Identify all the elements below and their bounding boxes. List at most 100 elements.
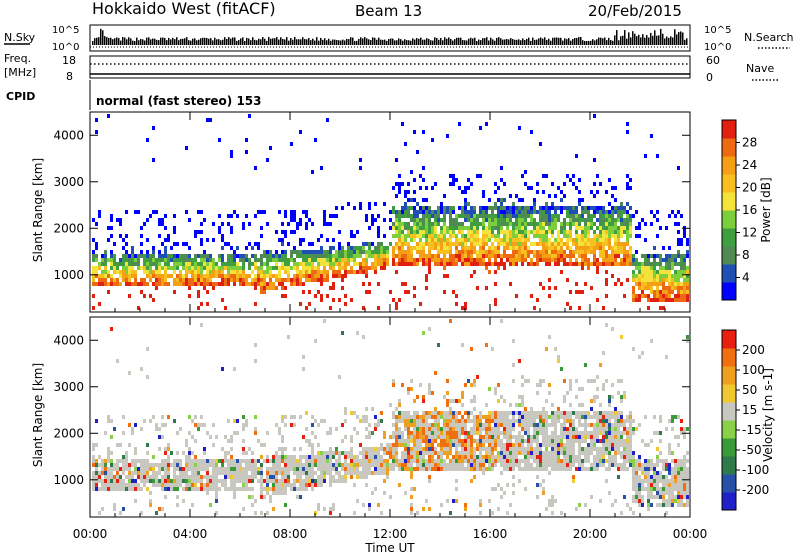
heatmap-cell [479,174,482,178]
heatmap-cell [584,363,587,367]
heatmap-cell [368,459,371,463]
heatmap-cell [443,254,446,258]
heatmap-cell [536,455,539,459]
heatmap-cell [548,238,551,242]
heatmap-cell [329,262,332,266]
heatmap-cell [629,178,632,182]
heatmap-cell [101,463,104,467]
heatmap-cell [203,487,206,491]
heatmap-cell [254,471,257,475]
heatmap-cell [167,254,170,258]
heatmap-cell [344,451,347,455]
heatmap-cell [353,471,356,475]
heatmap-cell [215,435,218,439]
heatmap-cell [314,278,317,282]
heatmap-cell [572,439,575,443]
heatmap-cell [401,230,404,234]
heatmap-cell [293,471,296,475]
heatmap-cell [176,266,179,270]
heatmap-cell [290,278,293,282]
heatmap-cell [401,411,404,415]
heatmap-cell [398,226,401,230]
heatmap-cell [551,182,554,186]
heatmap-cell [251,475,254,479]
heatmap-cell [254,431,257,435]
heatmap-cell [134,254,137,258]
heatmap-cell [323,471,326,475]
heatmap-cell [158,262,161,266]
heatmap-cell [593,439,596,443]
heatmap-cell [104,475,107,479]
heatmap-cell [95,282,98,286]
heatmap-cell [635,278,638,282]
heatmap-cell [551,411,554,415]
heatmap-cell [569,222,572,226]
heatmap-cell [473,419,476,423]
heatmap-cell [167,479,170,483]
heatmap-cell [569,463,572,467]
heatmap-cell [455,463,458,467]
heatmap-cell [365,242,368,246]
heatmap-cell [236,459,239,463]
nsky-bar [248,38,250,45]
heatmap-cell [548,499,551,503]
heatmap-cell [464,411,467,415]
heatmap-cell [320,258,323,262]
heatmap-cell [485,403,488,407]
colorbar-swatch [722,192,736,211]
heatmap-cell [290,250,293,254]
heatmap-cell [569,435,572,439]
heatmap-cell [173,242,176,246]
heatmap-cell [614,226,617,230]
heatmap-cell [449,206,452,210]
heatmap-cell [230,254,233,258]
heatmap-cell [557,250,560,254]
heatmap-cell [578,435,581,439]
heatmap-cell [524,463,527,467]
heatmap-cell [563,230,566,234]
heatmap-cell [437,222,440,226]
nsky-bar [196,40,198,45]
heatmap-cell [683,278,686,282]
heatmap-cell [599,419,602,423]
heatmap-cell [452,439,455,443]
heatmap-cell [242,439,245,443]
heatmap-cell [497,186,500,190]
heatmap-cell [398,483,401,487]
heatmap-cell [497,507,500,511]
heatmap-cell [647,282,650,286]
heatmap-cell [560,242,563,246]
heatmap-cell [536,182,539,186]
heatmap-cell [281,487,284,491]
heatmap-cell [440,463,443,467]
heatmap-cell [146,347,149,351]
heatmap-cell [434,238,437,242]
heatmap-cell [239,459,242,463]
heatmap-cell [263,479,266,483]
heatmap-cell [110,282,113,286]
heatmap-cell [581,242,584,246]
heatmap-cell [254,278,257,282]
heatmap-cell [488,206,491,210]
heatmap-cell [344,475,347,479]
heatmap-cell [650,266,653,270]
heatmap-cell [587,238,590,242]
heatmap-cell [140,266,143,270]
heatmap-cell [455,431,458,435]
heatmap-cell [377,455,380,459]
heatmap-cell [467,467,470,471]
heatmap-cell [410,246,413,250]
heatmap-cell [461,451,464,455]
nsky-bar [324,38,326,45]
heatmap-cell [215,266,218,270]
nsky-bar [420,37,422,45]
heatmap-cell [551,443,554,447]
heatmap-cell [323,254,326,258]
heatmap-cell [197,487,200,491]
heatmap-cell [299,274,302,278]
heatmap-cell [146,463,149,467]
heatmap-cell [374,451,377,455]
heatmap-cell [482,455,485,459]
nsky-bar [306,39,308,45]
heatmap-cell [113,463,116,467]
